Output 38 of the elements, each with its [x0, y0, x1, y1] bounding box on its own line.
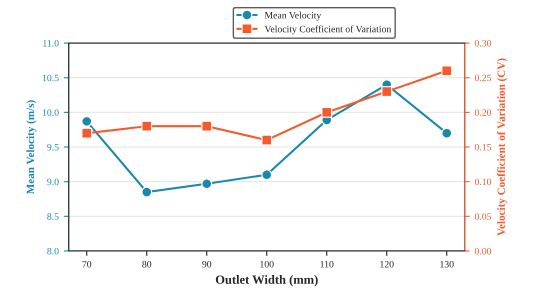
x-axis-title: Outlet Width (mm) [216, 275, 318, 286]
y2-axis-title: Velocity Coefficient of Variation (CV) [497, 58, 508, 236]
y2-tick-label: 0.30 [474, 40, 492, 47]
x-tick-label: 80 [142, 260, 152, 268]
point [141, 120, 152, 132]
point [141, 186, 152, 198]
y2-tick-label: 0.10 [474, 178, 492, 186]
legend-label: Velocity Coefficient of Variation [264, 25, 392, 34]
x-tick-label: 90 [202, 260, 212, 268]
point [201, 178, 212, 190]
y-tick-label: 9.0 [47, 178, 59, 186]
y2-tick-label: 0.05 [474, 213, 492, 220]
y2-tick-label: 0.20 [474, 109, 492, 116]
point [261, 169, 272, 180]
point [441, 128, 452, 139]
y-axis-title: Mean Velocity (m/s) [26, 100, 36, 194]
y-tick-label: 8.5 [47, 213, 59, 220]
point [321, 106, 332, 118]
x-tick-label: 70 [82, 260, 92, 268]
x-tick-label: 110 [320, 260, 334, 268]
point [441, 65, 452, 76]
y-tick-label: 9.5 [47, 144, 59, 151]
point [381, 86, 392, 97]
point [81, 116, 92, 127]
y-tick-label: 11.0 [43, 40, 59, 47]
x-tick-label: 120 [380, 260, 394, 268]
y2-tick-label: 0.15 [474, 144, 492, 151]
legend-label: Mean Velocity [264, 12, 322, 21]
y-tick-label: 8.0 [47, 248, 59, 254]
point [81, 128, 92, 139]
x-tick-label: 130 [440, 260, 454, 268]
point [201, 120, 212, 132]
y-tick-label: 10.0 [42, 109, 59, 116]
y2-tick-label: 0.00 [474, 248, 492, 254]
y2-tick-label: 0.25 [474, 74, 492, 82]
point [261, 134, 272, 146]
x-tick-label: 100 [260, 260, 274, 268]
y-tick-label: 10.5 [42, 74, 59, 82]
